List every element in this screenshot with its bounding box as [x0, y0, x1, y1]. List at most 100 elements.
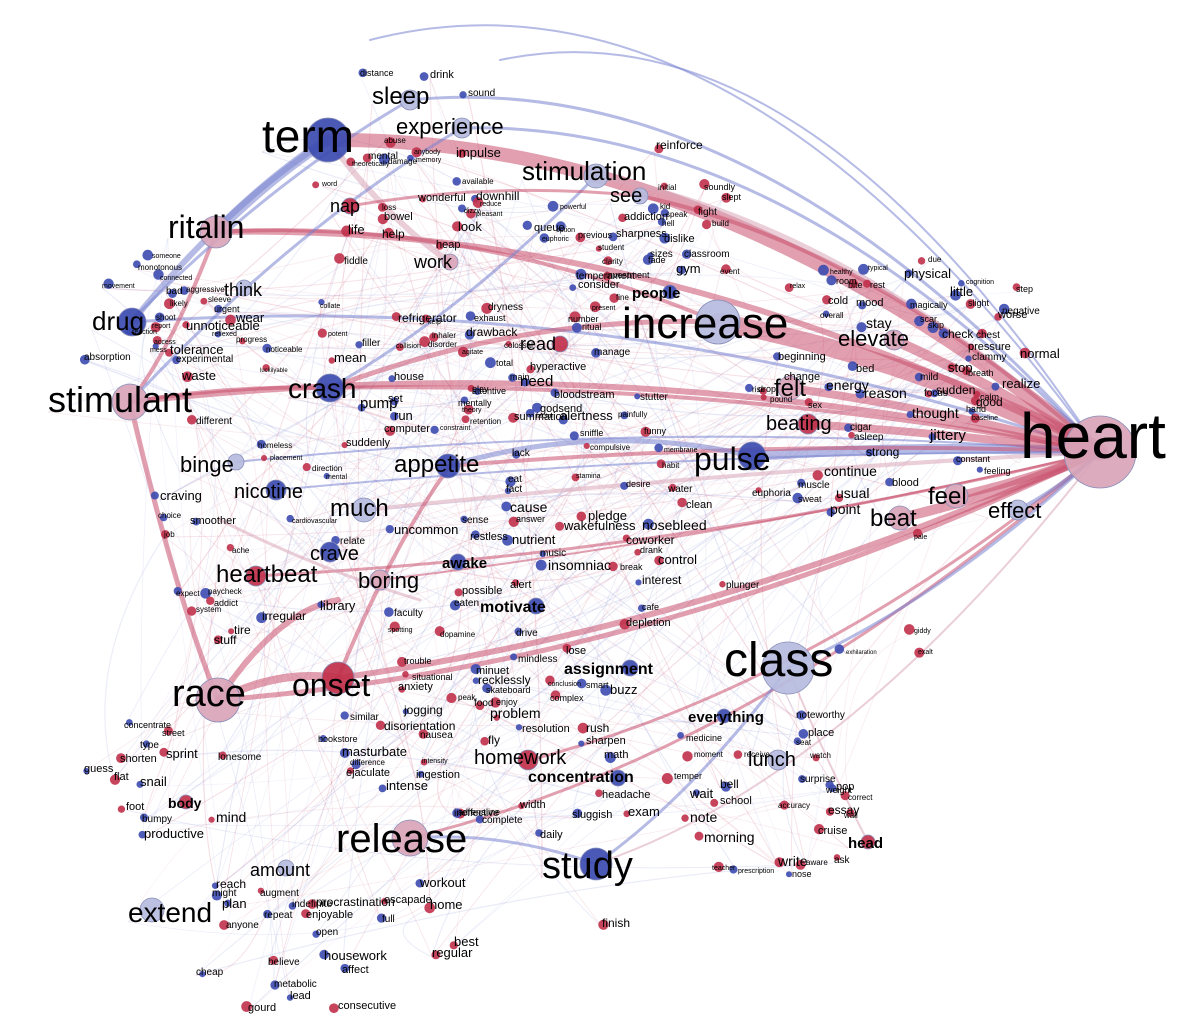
node-label: ejaculate	[346, 767, 390, 779]
node-dot	[834, 644, 845, 654]
node-label: resolution	[522, 723, 570, 735]
node-dot	[930, 389, 939, 398]
node-dot	[482, 683, 492, 693]
node-label: computer	[384, 423, 430, 435]
edge	[225, 431, 385, 929]
node-label: stimulation	[522, 156, 646, 186]
edge	[782, 717, 807, 866]
edge	[143, 805, 573, 839]
edge	[327, 333, 515, 421]
node-dot	[847, 361, 858, 372]
edge	[137, 269, 871, 309]
node-amount	[277, 859, 295, 877]
node-label: fact	[506, 484, 522, 495]
node-dot	[323, 472, 330, 480]
node-dot	[508, 412, 519, 423]
node-label: think	[224, 280, 263, 300]
edge	[519, 385, 627, 627]
node-dot	[301, 909, 311, 919]
node-label: breath	[968, 368, 994, 378]
node-label: reinforce	[656, 138, 703, 152]
node-label: control	[658, 552, 697, 567]
node-label: crave	[310, 543, 359, 565]
node-dot	[339, 748, 350, 758]
edge	[345, 199, 723, 777]
edge	[139, 731, 587, 787]
edge	[565, 269, 869, 655]
node-label: reason	[864, 385, 907, 401]
node-dot	[152, 343, 159, 350]
edge	[149, 351, 523, 733]
node-label: minuet	[476, 665, 509, 677]
node-label: enjoyable	[306, 909, 353, 921]
node-dot	[377, 213, 389, 225]
edge	[143, 346, 429, 839]
edge	[221, 158, 369, 909]
node-dot	[562, 643, 572, 653]
node-dot	[182, 321, 190, 329]
node-label: cruise	[818, 825, 847, 837]
edge	[317, 741, 433, 958]
node-dot	[798, 775, 807, 783]
node-dot	[804, 398, 813, 407]
node-dot	[460, 396, 469, 404]
node-dot	[947, 363, 956, 372]
node-dot	[604, 752, 616, 764]
node-label: teacher	[712, 865, 736, 872]
edge	[595, 451, 1101, 865]
node-dot	[505, 340, 512, 347]
node-label: classroom	[684, 249, 730, 260]
node-dot	[256, 439, 266, 449]
edge	[163, 536, 235, 635]
node-dot	[172, 356, 181, 365]
node-label: body	[168, 795, 202, 811]
node-dot	[785, 871, 793, 878]
node-label: system	[196, 605, 222, 614]
node-label: much	[330, 495, 389, 522]
node-label: sniffle	[580, 428, 603, 438]
edge	[83, 359, 331, 517]
node-dot	[228, 628, 235, 635]
node-dot	[461, 415, 470, 424]
edge	[327, 318, 721, 391]
node-label: check	[942, 327, 974, 341]
node-label: felt	[774, 375, 806, 402]
node-label: drop	[758, 384, 776, 394]
node-label: beating	[766, 413, 832, 435]
node-dot	[792, 492, 803, 504]
node-dot	[472, 197, 484, 208]
node-dot	[139, 813, 148, 822]
edge	[189, 523, 215, 645]
node-class	[761, 641, 815, 695]
node-label: pressure	[968, 341, 1011, 353]
edge	[261, 151, 921, 323]
edge	[709, 313, 1109, 461]
edge	[287, 385, 521, 409]
node-label: student	[598, 243, 625, 252]
node-dot	[692, 789, 700, 797]
node-dot	[681, 249, 692, 259]
edge	[519, 807, 603, 928]
node-label: moment	[694, 750, 724, 759]
edge	[475, 199, 695, 471]
node-dot	[609, 293, 619, 303]
node-dot	[391, 312, 401, 322]
node-label: note	[690, 809, 717, 825]
node-label: pleasant	[476, 211, 503, 218]
node-dot	[760, 394, 767, 401]
edge	[261, 397, 865, 621]
edge	[127, 399, 221, 703]
node-dot	[576, 678, 587, 689]
node-label: look	[458, 219, 482, 234]
node-dot	[965, 299, 976, 309]
node-label: complex	[550, 693, 584, 703]
node-label: library	[320, 598, 356, 613]
edge	[261, 151, 561, 213]
node-label: physical	[904, 266, 951, 281]
edge	[619, 395, 775, 571]
edge	[263, 295, 951, 919]
node-label: possible	[462, 585, 502, 597]
node-label: reflexed	[212, 331, 237, 338]
edge	[153, 343, 311, 561]
node-dot	[795, 859, 806, 870]
